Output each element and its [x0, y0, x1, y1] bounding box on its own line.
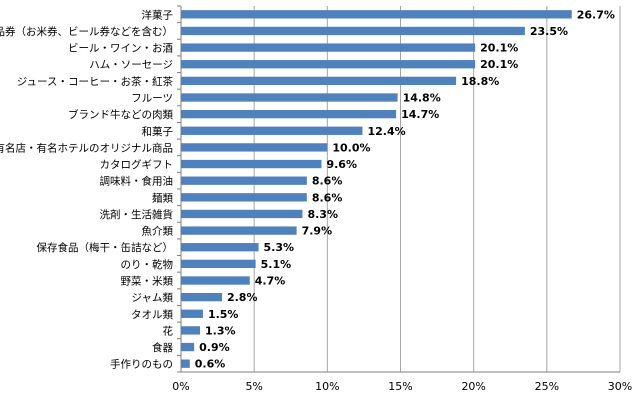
category-label: 魚介類 — [142, 225, 174, 238]
data-label: 8.6% — [312, 175, 343, 188]
data-label: 0.6% — [195, 358, 226, 371]
category-label: 商品券（お米券、ビール券などを含む） — [0, 25, 173, 38]
data-label: 5.3% — [264, 241, 295, 254]
bar — [181, 10, 572, 19]
category-label: 手作りのもの — [110, 358, 173, 371]
x-tick-label: 0% — [172, 380, 189, 393]
category-label: ジュース・コーヒー・お茶・紅茶 — [17, 75, 174, 88]
category-label: 花 — [163, 324, 174, 337]
bar — [181, 243, 259, 252]
data-label: 2.8% — [227, 291, 258, 304]
bar — [181, 193, 307, 202]
data-label: 10.0% — [332, 141, 370, 154]
bar — [181, 126, 363, 135]
x-tick-label: 25% — [535, 380, 559, 393]
category-label: 野菜・米類 — [121, 275, 174, 288]
bar — [181, 359, 190, 368]
x-tick-label: 20% — [461, 380, 485, 393]
data-label: 5.1% — [261, 258, 292, 271]
bar — [181, 276, 250, 285]
category-label: 有名店・有名ホテルのオリジナル商品 — [0, 141, 173, 154]
data-label: 18.8% — [461, 75, 499, 88]
bar — [181, 209, 303, 219]
x-tick-label: 5% — [245, 380, 262, 393]
category-label: のり・乾物 — [121, 258, 174, 271]
data-label: 4.7% — [255, 275, 286, 288]
category-label: タオル類 — [131, 309, 173, 321]
category-label: 保存食品（梅干・缶詰など） — [37, 241, 174, 254]
category-label: ジャム類 — [132, 292, 174, 304]
data-label: 8.3% — [307, 208, 338, 221]
category-label: 麺類 — [152, 191, 173, 204]
bar — [181, 226, 297, 235]
bar — [181, 326, 201, 335]
bar — [181, 76, 457, 86]
bar — [181, 43, 476, 52]
data-label: 23.5% — [530, 25, 568, 38]
data-label: 20.1% — [480, 42, 518, 55]
bar — [181, 176, 307, 185]
category-label: 食器 — [152, 341, 173, 354]
data-label: 14.8% — [403, 92, 441, 105]
bar — [181, 93, 398, 102]
bar — [181, 60, 476, 69]
data-label: 20.1% — [480, 58, 518, 71]
data-label: 8.6% — [312, 191, 343, 204]
data-label: 0.9% — [199, 341, 230, 354]
category-label: フルーツ — [131, 93, 173, 105]
category-label: 調味料・食用油 — [100, 175, 174, 188]
bar — [181, 259, 256, 269]
x-tick-label: 10% — [315, 380, 339, 393]
bar — [181, 342, 195, 352]
category-label: ハム・ソーセージ — [89, 59, 173, 71]
bar — [181, 143, 328, 152]
bar — [181, 292, 222, 302]
data-label: 9.6% — [326, 158, 357, 171]
data-label: 1.5% — [208, 308, 239, 321]
data-label: 1.3% — [205, 324, 236, 337]
category-label: 洋菓子 — [142, 8, 174, 21]
category-label: ブランド牛などの肉類 — [68, 108, 173, 121]
data-label: 12.4% — [367, 125, 405, 138]
category-label: ビール・ワイン・お酒 — [68, 42, 173, 55]
category-label: 洗剤・生活雑貨 — [100, 208, 174, 221]
x-tick-label: 15% — [388, 380, 412, 393]
x-tick-label: 30% — [608, 380, 632, 393]
data-label: 7.9% — [302, 225, 333, 238]
data-label: 14.7% — [401, 108, 439, 121]
category-label: 和菓子 — [142, 126, 174, 138]
data-label: 26.7% — [577, 8, 615, 21]
bar — [181, 26, 525, 36]
bar — [181, 109, 397, 119]
category-label: カタログギフト — [100, 158, 174, 171]
bar — [181, 309, 203, 318]
bar — [181, 159, 322, 169]
